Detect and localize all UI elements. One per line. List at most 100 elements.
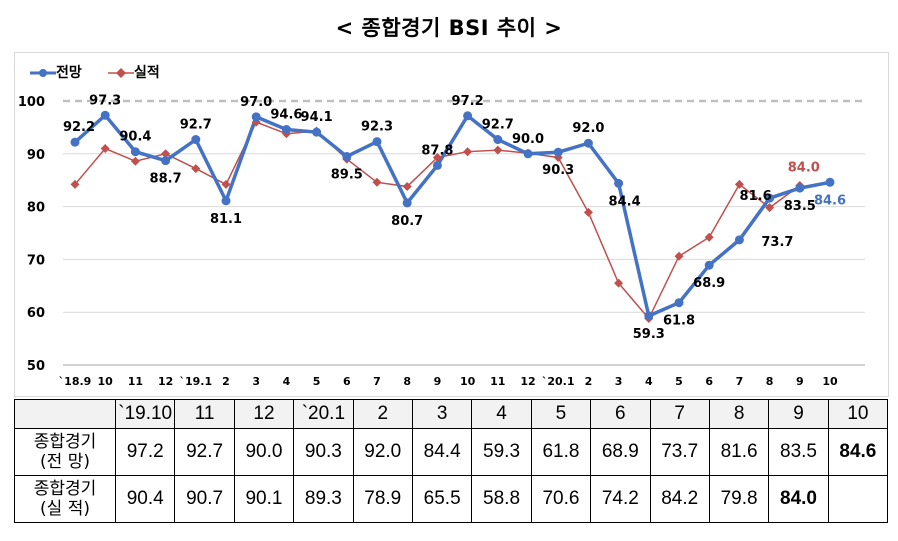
point-actual: [161, 149, 171, 159]
legend-forecast: 전망: [30, 62, 82, 82]
row-label-actual: 종합경기 (실 적): [14, 475, 116, 523]
y-tick-label: 70: [27, 253, 45, 268]
data-label-forecast: 84.4: [609, 194, 641, 209]
data-label-forecast: 90.4: [119, 130, 151, 145]
x-tick-label: 10: [98, 375, 114, 388]
data-label-forecast: 94.1: [301, 110, 333, 125]
point-forecast: [734, 235, 744, 245]
series-line-forecast: [73, 112, 831, 319]
table-cell-actual: 70.6: [530, 475, 592, 523]
point-actual: [70, 179, 80, 189]
x-tick-label: 4: [645, 375, 653, 388]
x-tick-label: 12: [158, 375, 173, 388]
data-label-forecast: 80.7: [391, 214, 423, 229]
row-label-actual-line1: 종합경기: [33, 479, 97, 499]
table-row-forecast: 종합경기 (전 망) 97.2 92.7 90.0 90.3 92.0 84.4 59.3 6…: [14, 428, 889, 476]
legend-actual-label: 실적: [134, 65, 160, 81]
point-forecast: [553, 147, 563, 157]
legend-forecast-marker: [30, 69, 56, 77]
legend-forecast-label: 전망: [56, 65, 82, 81]
data-label-forecast: 97.3: [89, 93, 121, 108]
x-tick-label: 5: [313, 375, 321, 388]
x-tick-label: 3: [615, 375, 623, 388]
point-forecast: [342, 151, 352, 161]
data-label-forecast: 61.8: [663, 314, 695, 329]
table-month-header: 10: [827, 399, 889, 429]
point-forecast: [463, 111, 473, 121]
table-corner-cell: [14, 399, 116, 429]
x-tick-label: 8: [766, 375, 774, 388]
table-month-header: 4: [471, 399, 532, 429]
x-tick-label: `20.1: [542, 375, 575, 388]
x-tick-label: 12: [520, 375, 535, 388]
table-month-header: `20.1: [293, 399, 354, 429]
table-cell-actual: 84.2: [649, 475, 710, 523]
point-forecast: [100, 110, 110, 120]
point-forecast: [674, 298, 684, 308]
x-tick-label: 7: [373, 375, 381, 388]
data-label-forecast: 89.5: [331, 167, 363, 182]
data-label-forecast: 59.3: [633, 327, 665, 342]
table-cell-actual: 90.4: [114, 475, 176, 523]
point-forecast: [130, 147, 140, 157]
x-tick-label: 2: [585, 375, 593, 388]
data-label-forecast: 97.2: [452, 94, 484, 109]
data-label-forecast: 92.7: [482, 118, 514, 133]
chart-area: 50 60 70 80 90 100 `18.9 10 11 12 `19.1 2 3 4 5 6 7 8 9 10 1…: [14, 52, 889, 397]
data-label-forecast: 92.2: [63, 120, 95, 135]
point-actual: [765, 203, 775, 213]
table-cell-forecast: 73.7: [649, 428, 710, 476]
point-forecast: [372, 137, 382, 147]
data-table: `19.10 11 12 `20.1 2 3 4 5 6 7 8 9 10 종합경기 (전 망) 97.…: [14, 399, 889, 523]
table-cell-actual: [827, 475, 889, 523]
data-label-forecast: 92.0: [572, 121, 604, 136]
table-month-header: 7: [649, 399, 710, 429]
y-tick-label: 60: [27, 306, 45, 321]
point-forecast: [795, 183, 805, 193]
table-cell-forecast: 68.9: [590, 428, 651, 476]
table-cell-forecast: 81.6: [708, 428, 770, 476]
data-label-forecast: 94.6: [270, 108, 302, 123]
legend-actual: 실적: [108, 62, 160, 82]
table-cell-forecast: 92.0: [352, 428, 413, 476]
row-label-actual-line2: (실 적): [40, 499, 90, 519]
table-cell-actual: 84.0: [768, 475, 829, 523]
data-label-forecast: 81.6: [740, 189, 772, 204]
table-cell-forecast: 90.0: [233, 428, 295, 476]
point-forecast: [191, 135, 201, 145]
data-label-forecast: 92.3: [361, 120, 393, 135]
point-forecast: [432, 160, 442, 170]
table-cell-forecast: 59.3: [471, 428, 532, 476]
y-tick-label: 50: [27, 359, 45, 374]
x-tick-label: 6: [343, 375, 351, 388]
point-actual: [493, 145, 503, 155]
table-month-header: 11: [174, 399, 235, 429]
x-tick-label: `19.1: [179, 375, 212, 388]
x-tick-label: 10: [822, 375, 838, 388]
point-forecast: [402, 198, 412, 208]
point-forecast: [825, 177, 835, 187]
legend-actual-marker: [108, 68, 134, 78]
table-cell-actual: 78.9: [352, 475, 413, 523]
table-cell-forecast: 61.8: [530, 428, 592, 476]
x-tick-label: 6: [705, 375, 713, 388]
data-label-forecast: 68.9: [693, 276, 725, 291]
row-label-forecast-line2: (전 망): [40, 452, 90, 472]
table-cell-actual: 89.3: [293, 475, 354, 523]
point-forecast: [493, 135, 503, 145]
table-cell-forecast: 84.4: [411, 428, 473, 476]
data-label-forecast: 97.0: [240, 95, 272, 110]
point-actual: [583, 207, 593, 217]
x-tick-label: 9: [796, 375, 804, 388]
table-row-actual: 종합경기 (실 적) 90.4 90.7 90.1 89.3 78.9 65.5 58.8 7…: [14, 475, 889, 523]
y-tick-label: 80: [27, 201, 45, 216]
chart-title: < 종합경기 BSI 추이 >: [335, 16, 563, 40]
x-tick-label: `18.9: [59, 375, 92, 388]
table-cell-forecast: 92.7: [174, 428, 235, 476]
table-cell-actual: 58.8: [471, 475, 532, 523]
line-chart: 50 60 70 80 90 100 `18.9 10 11 12 `19.1 2 3 4 5 6 7 8 9 10 1…: [18, 93, 865, 388]
data-label-forecast: 88.7: [150, 172, 182, 187]
x-tick-label: 10: [460, 375, 476, 388]
row-label-forecast-line1: 종합경기: [33, 432, 97, 452]
point-forecast: [312, 127, 322, 137]
